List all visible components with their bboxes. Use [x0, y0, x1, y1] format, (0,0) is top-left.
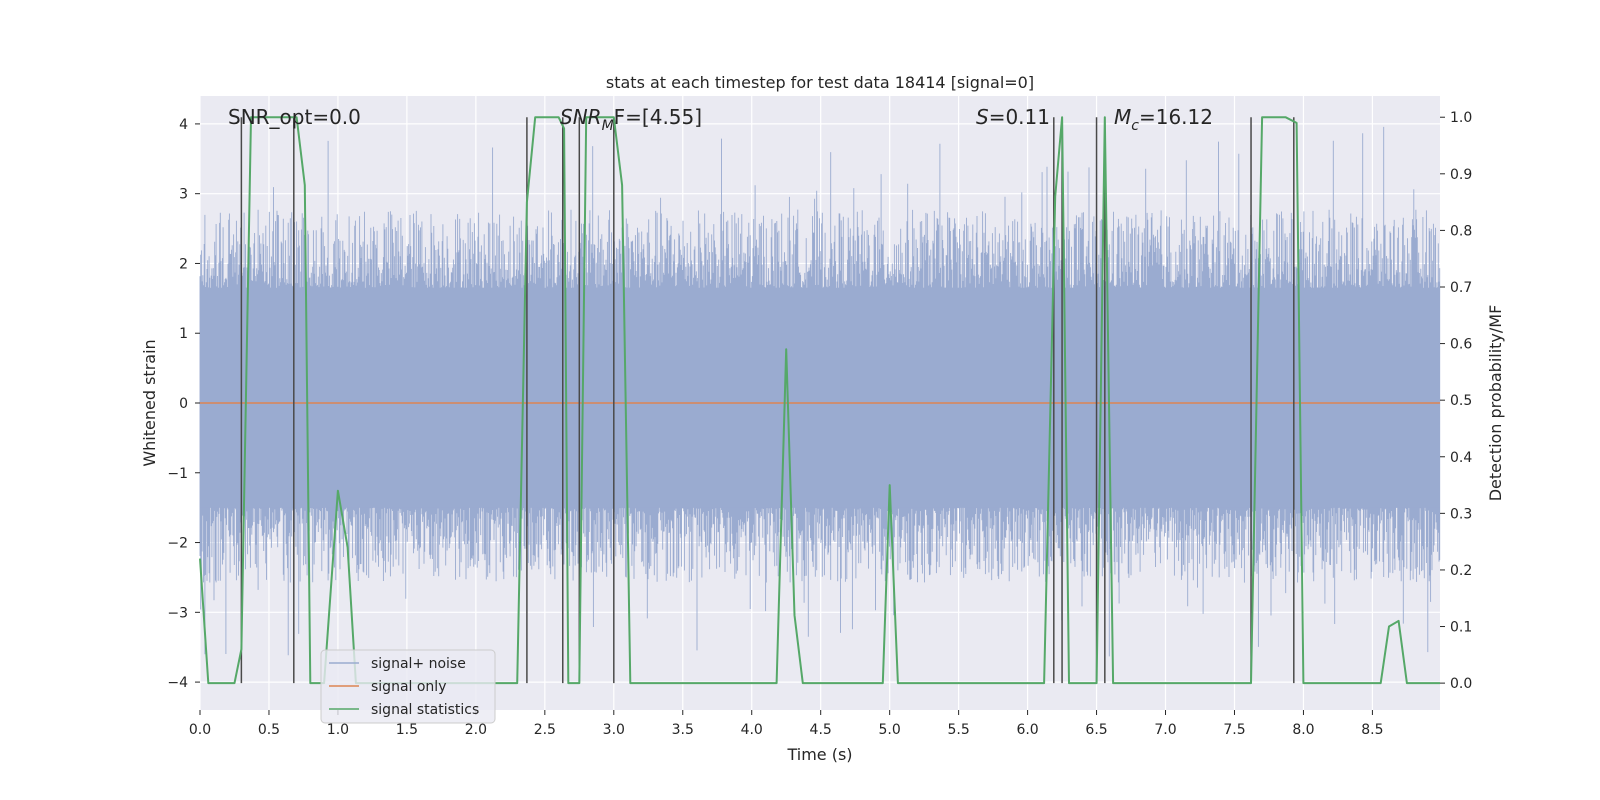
y-tick-label-right: 0.9 [1450, 167, 1472, 183]
signal-noise-series [199, 126, 1441, 657]
x-tick-label: 2.5 [534, 722, 556, 738]
y-axis-label-left: Whitened strain [140, 339, 159, 466]
annotation-snr-mf-main: SNR [560, 105, 602, 129]
x-tick-label: 2.0 [465, 722, 487, 738]
annotation-mc: Mc=16.12 [1114, 105, 1213, 134]
y-axis-left: −4 −3 −2 −1 0 1 2 3 4 [167, 117, 200, 691]
y-tick-label-left: 3 [179, 187, 188, 203]
y-tick-label-right: 0.8 [1450, 223, 1472, 239]
y-tick-label-left: 4 [179, 117, 188, 133]
annotation-snr-opt: SNR_opt=0.0 [228, 105, 361, 129]
y-tick-label-right: 1.0 [1450, 110, 1472, 126]
legend-label-signal-statistics: signal statistics [371, 702, 479, 718]
annotation-mc-rest: =16.12 [1139, 105, 1213, 129]
chart-title: stats at each timestep for test data 184… [606, 73, 1034, 92]
x-tick-label: 8.5 [1361, 722, 1383, 738]
x-axis: 0.0 0.5 1.0 1.5 2.0 2.5 3.0 3.5 4.0 4.5 5.0 5.5 6.0 6… [189, 710, 1384, 738]
y-tick-label-left: 0 [179, 396, 188, 412]
annotation-snr-mf-sub: M [602, 118, 614, 134]
y-tick-label-left: −3 [167, 605, 188, 621]
annotation-snr-mf-rest: F=[4.55] [614, 105, 702, 129]
legend: signal+ noise signal only signal statist… [320, 649, 496, 724]
annotation-s-rest: =0.11 [989, 105, 1050, 129]
x-tick-label: 0.5 [258, 722, 280, 738]
legend-box [320, 649, 496, 724]
x-tick-label: 3.0 [603, 722, 625, 738]
y-tick-label-left: −2 [167, 536, 188, 552]
signal-statistics-series [199, 116, 1440, 685]
y-tick-label-right: 0.3 [1450, 506, 1472, 522]
x-tick-label: 3.5 [672, 722, 694, 738]
y-tick-label-left: 1 [179, 326, 188, 342]
y-axis-label-right: Detection probability/MF [1486, 305, 1505, 502]
annotation-s: S=0.11 [976, 105, 1050, 129]
x-tick-label: 5.5 [947, 722, 969, 738]
legend-label-signal-only: signal only [371, 679, 446, 695]
y-tick-label-right: 0.4 [1450, 450, 1472, 466]
x-tick-label: 8.0 [1292, 722, 1314, 738]
x-axis-label: Time (s) [786, 745, 852, 764]
y-tick-label-right: 0.0 [1450, 676, 1472, 692]
y-tick-label-left: −4 [167, 675, 188, 691]
x-tick-label: 1.5 [396, 722, 418, 738]
y-tick-label-left: −1 [167, 466, 188, 482]
x-tick-label: 0.0 [189, 722, 211, 738]
y-tick-label-right: 0.2 [1450, 563, 1472, 579]
annotation-snr-mf: SNRMF=[4.55] [560, 105, 702, 134]
x-tick-label: 4.5 [810, 722, 832, 738]
legend-label-signal-noise: signal+ noise [371, 656, 466, 672]
y-tick-label-right: 0.6 [1450, 337, 1472, 353]
y-axis-right: 0.0 0.1 0.2 0.3 0.4 0.5 0.6 0.7 0.8 0.9 1.0 [1440, 110, 1472, 692]
x-tick-label: 1.0 [327, 722, 349, 738]
annotation-mc-sub: c [1131, 118, 1139, 134]
noise-core [200, 287, 1440, 508]
x-tick-label: 6.0 [1016, 722, 1038, 738]
x-tick-label: 7.5 [1223, 722, 1245, 738]
y-tick-label-right: 0.7 [1450, 280, 1472, 296]
x-tick-label: 4.0 [741, 722, 763, 738]
x-tick-label: 5.0 [879, 722, 901, 738]
vertical-markers [240, 117, 1295, 684]
y-tick-label-right: 0.1 [1450, 620, 1472, 636]
x-tick-label: 7.0 [1154, 722, 1176, 738]
annotation-s-main: S [976, 105, 989, 129]
annotation-mc-main: M [1114, 105, 1131, 129]
y-tick-label-right: 0.5 [1450, 393, 1472, 409]
signal-statistics-line [199, 116, 1440, 685]
x-tick-label: 6.5 [1085, 722, 1107, 738]
y-tick-label-left: 2 [179, 256, 188, 272]
